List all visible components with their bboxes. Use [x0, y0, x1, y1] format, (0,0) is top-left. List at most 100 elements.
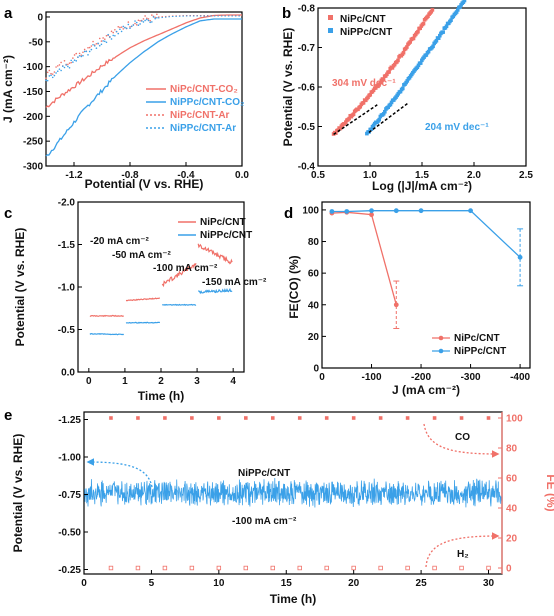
- panel-e-data: [84, 416, 503, 571]
- series-point-NiPPc/CNT-Ar: [152, 16, 155, 18]
- series-point-NiPPc/CNT: [398, 89, 403, 94]
- panel-a-xlabel: Potential (V vs. RHE): [85, 177, 204, 191]
- x-tick-label: 0.0: [235, 170, 249, 181]
- series-point-NiPPc/CNT: [462, 0, 467, 3]
- series-point-NiPPc/CNT-Ar: [130, 25, 133, 28]
- series-point-NiPPc/CNT-Ar: [127, 23, 130, 26]
- series-point-NiPPc/CNT-Ar: [50, 74, 52, 77]
- series-point-NiPPc/CNT: [431, 44, 435, 49]
- panel-d-xlabel: J (mA cm⁻²): [392, 383, 460, 397]
- series-point-NiPPc/CNT: [369, 208, 374, 214]
- panel-d-ticks: 0 -100 -200 -300 -400 0 20 40 60 80 100: [302, 205, 530, 383]
- series-point-NiPPc/CNT-Ar: [98, 44, 101, 47]
- series-point-NiPPc/CNT: [517, 254, 523, 260]
- series-point-NiPc/CNT: [358, 104, 363, 109]
- legend-label: NiPPc/CNT: [200, 230, 252, 241]
- h2-fe-point: [162, 565, 168, 571]
- series-point-NiPPc/CNT: [393, 208, 399, 214]
- series-point-NiPPc/CNT-Ar: [100, 43, 103, 46]
- panel-c-annotation-100: -100 mA cm⁻²: [153, 263, 218, 274]
- co-fe-point: [190, 416, 194, 420]
- panel-b-data: [331, 0, 467, 136]
- series-point-NiPPc/CNT-Ar: [156, 16, 158, 19]
- series-point-NiPPc/CNT-Ar: [85, 50, 88, 53]
- series-point-NiPPc/CNT-Ar: [68, 67, 71, 69]
- series-point-NiPPc/CNT-Ar: [122, 25, 125, 28]
- co-fe-point: [244, 416, 248, 420]
- panel-b: b 0.5 1.0 1.5 2.0 2.5 -0.4 -0.5 -0.6 -0.7 -0.8 Lo…: [281, 0, 533, 193]
- series-point-NiPc/CNT: [363, 98, 368, 103]
- legend-label: NiPPc/CNT-Ar: [170, 123, 236, 134]
- series-point-NiPPc/CNT: [389, 100, 394, 105]
- series-point-NiPc/CNT-Ar: [80, 54, 83, 56]
- series-point-NiPc/CNT-Ar: [112, 31, 114, 34]
- series-point-NiPPc/CNT-Ar: [114, 34, 116, 37]
- x-tick-label: -0.8: [121, 170, 139, 181]
- series-point-NiPc/CNT: [336, 128, 340, 132]
- x-tick-label: -300: [461, 372, 481, 383]
- series-point-NiPPc/CNT: [458, 5, 462, 9]
- series-point-NiPPc/CNT: [377, 117, 382, 122]
- series-point-NiPPc/CNT-Ar: [90, 48, 93, 51]
- series-point-NiPc/CNT-Ar: [46, 71, 49, 74]
- arrow-to-potential-axis: [86, 458, 153, 488]
- legend-label: NiPc/CNT: [340, 14, 386, 25]
- series-point-NiPc/CNT: [392, 62, 397, 67]
- series-point-NiPPc/CNT-Ar: [55, 72, 57, 74]
- x-tick-label: -0.4: [177, 170, 195, 181]
- series-point-NiPc/CNT: [368, 92, 373, 97]
- x-tick-label: -200: [411, 372, 431, 383]
- y2-tick-label: 80: [506, 444, 518, 455]
- x-tick-label: 3: [194, 376, 200, 387]
- series-point-NiPPc/CNT-Ar: [102, 40, 104, 42]
- series-point-NiPc/CNT-Ar: [144, 15, 146, 17]
- series-point-NiPc/CNT: [408, 40, 412, 44]
- series-point-NiPc/CNT: [373, 86, 378, 90]
- potential-trace: [84, 477, 503, 508]
- series-point-NiPPc/CNT-Ar: [112, 34, 114, 37]
- series-point-NiPc/CNT: [401, 50, 406, 55]
- series-point-NiPc/CNT: [344, 120, 348, 124]
- y-tick-label: -0.50: [58, 528, 81, 539]
- y2-tick-label: 40: [506, 504, 518, 515]
- series-point-NiPc/CNT-Ar: [127, 21, 130, 23]
- y-tick-label: -300: [23, 162, 43, 173]
- series-point-NiPPc/CNT-Ar: [88, 50, 91, 53]
- series-point-NiPPc/CNT: [455, 8, 460, 12]
- series-point-NiPPc/CNT: [369, 127, 374, 132]
- series-point-NiPc/CNT-Ar: [122, 28, 125, 30]
- x-tick-label: 1: [122, 376, 128, 387]
- panel-b-xlabel: Log (|J|/mA cm⁻²): [372, 179, 472, 193]
- series-point-NiPc/CNT-Ar: [120, 26, 123, 28]
- series-point-NiPc/CNT: [418, 26, 422, 31]
- panel-c-legend: NiPc/CNT NiPPc/CNT: [178, 217, 252, 241]
- x-tick-label: 2.0: [467, 170, 481, 181]
- h2-fe-point: [243, 565, 249, 571]
- h2-fe-point: [378, 565, 383, 571]
- series-point-NiPPc/CNT-Ar: [135, 21, 138, 24]
- series-point-NiPc/CNT: [411, 36, 416, 41]
- series-point-NiPc/CNT-Ar: [114, 28, 116, 31]
- series-point-NiPPc/CNT-Ar: [125, 27, 128, 30]
- y-tick-label: 80: [308, 237, 320, 248]
- series-point-NiPPc/CNT-Ar: [117, 32, 120, 35]
- series-point-NiPc/CNT: [381, 77, 386, 82]
- series-point-NiPPc/CNT-Ar: [83, 50, 86, 53]
- series-point-NiPc/CNT-Ar: [83, 48, 86, 51]
- series-point-NiPc/CNT-Ar: [134, 22, 136, 25]
- series-point-NiPPc/CNT: [434, 38, 439, 43]
- co-fe-point: [297, 416, 302, 420]
- series-point-NiPPc/CNT-Ar: [120, 30, 123, 33]
- series-point-NiPc/CNT-Ar: [68, 62, 71, 64]
- series-point-NiPc/CNT-Ar: [82, 51, 84, 54]
- series-line-NiPc/CNT-CO₂: [45, 14, 242, 108]
- series-point-NiPPc/CNT-Ar: [87, 54, 89, 56]
- arrow-co-to-fe-axis: [423, 423, 500, 458]
- x-tick-label: 1.0: [363, 170, 377, 181]
- series-line-NiPPc/CNT-CO₂: [45, 18, 242, 157]
- series-point-NiPc/CNT: [405, 45, 409, 49]
- series-point-NiPPc/CNT-Ar: [80, 55, 83, 58]
- x-tick-label: 2.5: [519, 170, 533, 181]
- series-point-NiPc/CNT-Ar: [88, 46, 91, 49]
